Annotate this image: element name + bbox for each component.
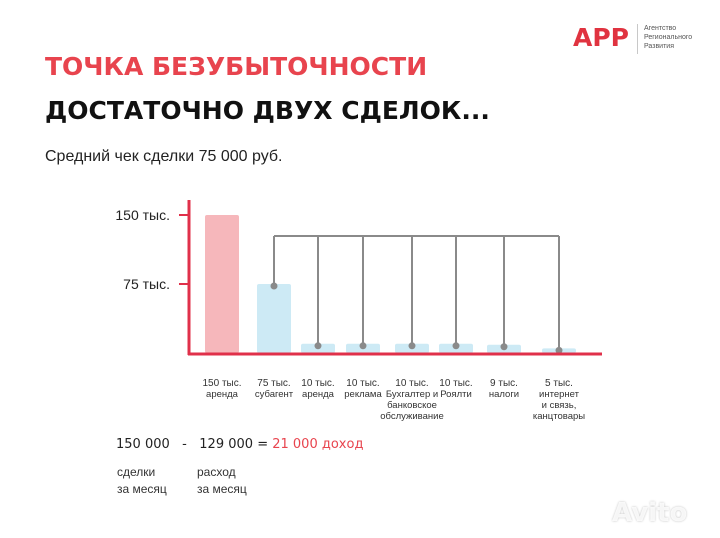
category-label-5: 10 тыс. xyxy=(395,378,428,389)
y-tick-label-2: 75 тыс. xyxy=(123,276,170,292)
category-label-5: обслуживание xyxy=(380,411,444,422)
category-label-6: Роялти xyxy=(440,389,472,400)
connector-dot-4 xyxy=(359,342,367,350)
income-note: сделки за месяц xyxy=(117,464,167,498)
category-label-2: 75 тыс. xyxy=(257,378,290,389)
category-label-4: 10 тыс. xyxy=(346,378,379,389)
formula-result: 21 000 доход xyxy=(272,437,364,452)
average-deal-text: Средний чек сделки 75 000 руб. xyxy=(45,148,283,165)
connector-dot-5 xyxy=(408,342,416,350)
page-subtitle-heading: ДОСТАТОЧНО ДВУХ СДЕЛОК... xyxy=(45,96,490,125)
category-label-3: 10 тыс. xyxy=(301,378,334,389)
connector-dot-7 xyxy=(500,343,508,351)
formula: 150 000 - 129 000 = 21 000 доход xyxy=(116,437,363,452)
logo-mark: APP xyxy=(573,23,629,52)
logo: APP Агентство Регионального Развития xyxy=(573,24,704,54)
formula-equals: = xyxy=(257,437,269,452)
formula-minus: - xyxy=(182,437,187,452)
connector-dot-2 xyxy=(270,282,278,290)
expense-note-line: за месяц xyxy=(197,482,247,496)
category-label-6: 10 тыс. xyxy=(439,378,472,389)
formula-expense: 129 000 xyxy=(199,437,254,452)
category-label-1: аренда xyxy=(206,389,239,400)
category-label-8: и связь, xyxy=(542,400,577,411)
category-label-7: 9 тыс. xyxy=(490,378,518,389)
category-label-3: аренда xyxy=(302,389,335,400)
connector-dot-3 xyxy=(314,342,322,350)
category-label-8: канцтовары xyxy=(533,411,585,422)
category-label-8: 5 тыс. xyxy=(545,378,573,389)
category-label-7: налоги xyxy=(489,389,519,400)
y-tick-label-1: 150 тыс. xyxy=(115,207,170,223)
expense-note-line: расход xyxy=(197,465,236,479)
category-label-4: реклама xyxy=(344,389,382,400)
page-title: ТОЧКА БЕЗУБЫТОЧНОСТИ xyxy=(45,52,428,81)
logo-text: Агентство Регионального Развития xyxy=(644,25,693,50)
category-label-8: интернет xyxy=(539,389,580,400)
logo-divider xyxy=(637,24,638,54)
connector-dot-6 xyxy=(452,342,460,350)
category-label-2: субагент xyxy=(255,389,294,400)
income-note-line: сделки xyxy=(117,465,156,479)
income-note-line: за месяц xyxy=(117,482,167,496)
category-label-5: Бухгалтер и xyxy=(386,389,438,400)
formula-income: 150 000 xyxy=(116,437,170,452)
category-label-1: 150 тыс. xyxy=(202,378,241,389)
category-label-5: банковское xyxy=(387,400,437,411)
expense-note: расход за месяц xyxy=(197,464,247,498)
watermark: Avito xyxy=(612,498,688,528)
connector-dot-8 xyxy=(555,346,563,354)
bar-2 xyxy=(257,284,291,353)
bar-1 xyxy=(205,215,239,353)
